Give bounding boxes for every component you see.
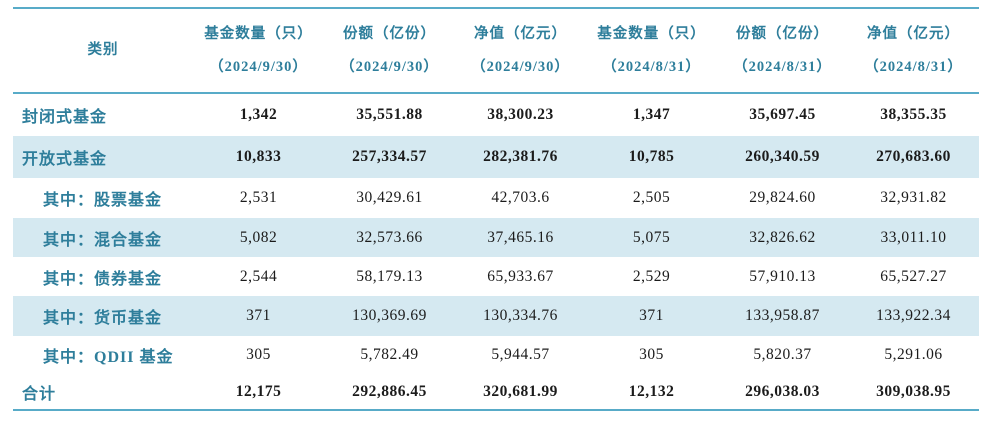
cell-value: 5,082 [239, 228, 278, 246]
cell-value: 12,175 [235, 382, 282, 400]
row-category-label: 其中：QDII 基金 [43, 349, 174, 366]
header-date: （2024/8/31） [602, 58, 701, 75]
cell-value: 2,531 [239, 189, 278, 206]
row-category-label: 开放式基金 [22, 151, 108, 168]
cell-value: 35,697.45 [749, 106, 816, 123]
row-category-label: 其中：股票基金 [43, 192, 163, 209]
header-date: （2024/9/30） [209, 58, 308, 75]
cell-value: 65,527.27 [880, 267, 947, 285]
cell-value: 10,833 [235, 148, 282, 165]
row-category-label: 封闭式基金 [22, 109, 108, 126]
header-date: （2024/8/31） [733, 58, 832, 75]
header-label: 净值（亿元） [474, 26, 567, 42]
header-label: 类别 [87, 42, 119, 59]
cell-value: 260,340.59 [745, 148, 820, 165]
column-header-shares-aug: 份额（亿份） （2024/8/31） [717, 9, 848, 92]
cell-value: 257,334.57 [352, 148, 427, 165]
table-header: 类别 基金数量（只） （2024/9/30） 份额（亿份） （2024/9/30… [13, 9, 979, 94]
cell-value: 38,300.23 [487, 106, 554, 123]
cell-value: 10,785 [628, 148, 675, 165]
header-label: 基金数量（只） [204, 26, 313, 42]
cell-value: 5,075 [632, 228, 671, 246]
header-date: （2024/9/30） [471, 58, 570, 75]
column-header-fund-count-sep: 基金数量（只） （2024/9/30） [193, 9, 324, 92]
cell-value: 5,291.06 [884, 346, 943, 363]
cell-value: 1,347 [632, 106, 671, 123]
cell-value: 133,958.87 [745, 307, 820, 324]
cell-value: 305 [639, 346, 664, 363]
cell-value: 309,038.95 [876, 382, 951, 400]
cell-value: 30,429.61 [356, 189, 423, 206]
cell-value: 33,011.10 [880, 228, 947, 246]
cell-value: 2,544 [239, 267, 278, 285]
row-category-label: 其中：债券基金 [43, 270, 163, 288]
column-header-category: 类别 [13, 9, 193, 92]
cell-value: 42,703.6 [491, 189, 550, 206]
row-category-label: 合计 [22, 385, 57, 403]
column-header-nav-sep: 净值（亿元） （2024/9/30） [455, 9, 586, 92]
table-row-total: 合计 12,175 292,886.45 320,681.99 12,132 2… [13, 374, 979, 409]
header-label: 份额（亿份） [736, 26, 829, 42]
cell-value: 5,944.57 [491, 346, 550, 363]
cell-value: 32,931.82 [880, 189, 947, 206]
cell-value: 38,355.35 [880, 106, 947, 123]
cell-value: 371 [639, 307, 664, 324]
cell-value: 133,922.34 [876, 307, 951, 324]
cell-value: 29,824.60 [749, 189, 816, 206]
header-date: （2024/9/30） [340, 58, 439, 75]
table-row-stock-funds: 其中：股票基金 2,531 30,429.61 42,703.6 2,505 2… [13, 178, 979, 218]
cell-value: 57,910.13 [749, 267, 816, 285]
cell-value: 32,826.62 [749, 228, 816, 246]
header-label: 基金数量（只） [597, 26, 706, 42]
header-date: （2024/8/31） [864, 58, 963, 75]
cell-value: 58,179.13 [356, 267, 423, 285]
table-row-open-end: 开放式基金 10,833 257,334.57 282,381.76 10,78… [13, 136, 979, 178]
header-label: 份额（亿份） [343, 26, 436, 42]
cell-value: 130,334.76 [483, 307, 558, 324]
table-row-money-market-funds: 其中：货币基金 371 130,369.69 130,334.76 371 13… [13, 296, 979, 336]
cell-value: 5,820.37 [753, 346, 812, 363]
cell-value: 35,551.88 [356, 106, 423, 123]
table-row-bond-funds: 其中：债券基金 2,544 58,179.13 65,933.67 2,529 … [13, 257, 979, 296]
cell-value: 305 [246, 346, 271, 363]
cell-value: 130,369.69 [352, 307, 427, 324]
cell-value: 292,886.45 [352, 382, 427, 400]
cell-value: 282,381.76 [483, 148, 558, 165]
cell-value: 65,933.67 [487, 267, 554, 285]
cell-value: 270,683.60 [876, 148, 951, 165]
cell-value: 371 [246, 307, 271, 324]
column-header-fund-count-aug: 基金数量（只） （2024/8/31） [586, 9, 717, 92]
table-row-closed-end: 封闭式基金 1,342 35,551.88 38,300.23 1,347 35… [13, 94, 979, 136]
table-row-qdii-funds: 其中：QDII 基金 305 5,782.49 5,944.57 305 5,8… [13, 336, 979, 374]
column-header-nav-aug: 净值（亿元） （2024/8/31） [848, 9, 979, 92]
cell-value: 5,782.49 [360, 346, 419, 363]
column-header-shares-sep: 份额（亿份） （2024/9/30） [324, 9, 455, 92]
cell-value: 2,505 [632, 189, 671, 206]
header-label: 净值（亿元） [867, 26, 960, 42]
cell-value: 1,342 [239, 106, 278, 123]
cell-value: 320,681.99 [483, 382, 558, 400]
cell-value: 32,573.66 [356, 228, 423, 246]
cell-value: 296,038.03 [745, 382, 820, 400]
cell-value: 12,132 [628, 382, 675, 400]
row-category-label: 其中：混合基金 [43, 231, 163, 249]
cell-value: 2,529 [632, 267, 671, 285]
table-row-hybrid-funds: 其中：混合基金 5,082 32,573.66 37,465.16 5,075 … [13, 218, 979, 257]
fund-statistics-table: 类别 基金数量（只） （2024/9/30） 份额（亿份） （2024/9/30… [13, 7, 979, 411]
cell-value: 37,465.16 [487, 228, 554, 246]
row-category-label: 其中：货币基金 [43, 310, 163, 327]
